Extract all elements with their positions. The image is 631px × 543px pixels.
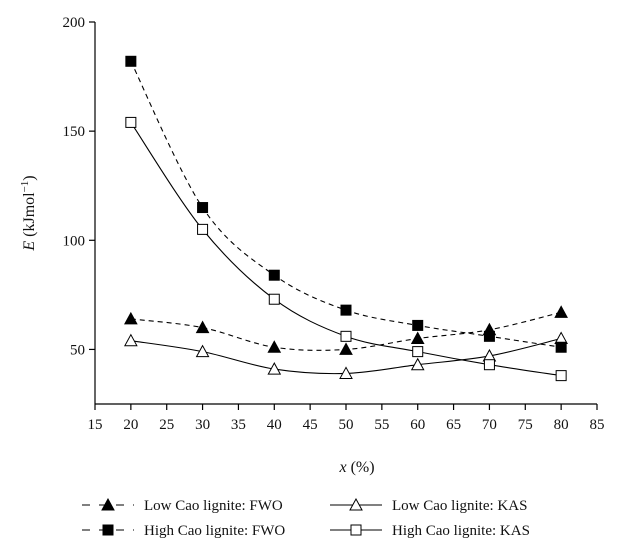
- series-0-point: [554, 305, 568, 318]
- series-1-point: [267, 362, 282, 375]
- series-2-point: [340, 304, 352, 316]
- series-3-point: [412, 346, 424, 358]
- series-1-point: [410, 357, 425, 371]
- x-tick-label: 45: [303, 417, 318, 433]
- legend-label-0: Low Cao lignite: FWO: [144, 498, 283, 514]
- x-tick-label: 30: [195, 417, 210, 433]
- x-tick-label: 15: [88, 417, 103, 433]
- y-tick-label: 50: [70, 342, 85, 358]
- series-2-point: [555, 341, 567, 353]
- legend-marker-2: [102, 524, 114, 536]
- series-2-point: [483, 330, 495, 342]
- series-2-point: [412, 319, 424, 331]
- series-0-point: [410, 331, 425, 345]
- x-tick-label: 75: [518, 417, 533, 433]
- series-0-point: [267, 340, 282, 353]
- series-3-point: [340, 330, 352, 342]
- series-line-2: [130, 61, 562, 348]
- legend: Low Cao lignite: FWO Low Cao lignite: KAS…: [82, 497, 530, 539]
- y-tick-label: 150: [63, 124, 86, 140]
- series-1-point: [339, 366, 353, 379]
- legend-label-3: High Cao lignite: KAS: [392, 523, 530, 539]
- x-tick-label: 40: [267, 417, 282, 433]
- series-2-point: [268, 269, 280, 281]
- series-3-point: [268, 293, 280, 305]
- x-tick-label: 65: [446, 417, 461, 433]
- y-ticks: 50 100 150 200: [63, 15, 95, 358]
- plot-area: 50 100 150 200 15 20 25 30 35 40 45 50 55 60 65 70 75 80…: [63, 15, 605, 433]
- y-tick-label: 100: [63, 233, 86, 249]
- series-lines: [130, 61, 562, 377]
- series-3-point: [125, 116, 137, 128]
- y-tick-label: 200: [63, 15, 86, 31]
- series-0-point: [195, 320, 210, 334]
- legend-label-1: Low Cao lignite: KAS: [392, 498, 527, 514]
- x-tick-label: 60: [410, 417, 425, 433]
- series-3-point: [197, 223, 209, 235]
- series-0-point: [339, 342, 353, 355]
- x-tick-label: 20: [123, 417, 138, 433]
- legend-marker-1: [349, 497, 363, 511]
- x-tick-label: 50: [339, 417, 354, 433]
- x-tick-label: 55: [374, 417, 389, 433]
- series-1-point: [124, 333, 138, 347]
- series-2-point: [197, 202, 209, 214]
- series-3-point: [483, 359, 495, 371]
- x-ticks: 15 20 25 30 35 40 45 50 55 60 65 70 75 80 85: [88, 404, 605, 433]
- x-tick-label: 25: [159, 417, 174, 433]
- x-axis-title: x (%): [338, 459, 374, 476]
- series-2-point: [125, 55, 137, 67]
- y-axis-title: E (kJmol−1): [19, 175, 38, 251]
- series-markers: [124, 55, 568, 382]
- legend-marker-0: [101, 497, 115, 511]
- x-tick-label: 80: [554, 417, 569, 433]
- x-tick-label: 70: [482, 417, 497, 433]
- series-3-point: [555, 370, 567, 382]
- legend-label-2: High Cao lignite: FWO: [144, 523, 285, 539]
- x-tick-label: 85: [590, 417, 605, 433]
- legend-marker-3: [350, 524, 362, 536]
- series-0-point: [124, 311, 138, 325]
- x-tick-label: 35: [231, 417, 246, 433]
- series-1-point: [195, 344, 210, 358]
